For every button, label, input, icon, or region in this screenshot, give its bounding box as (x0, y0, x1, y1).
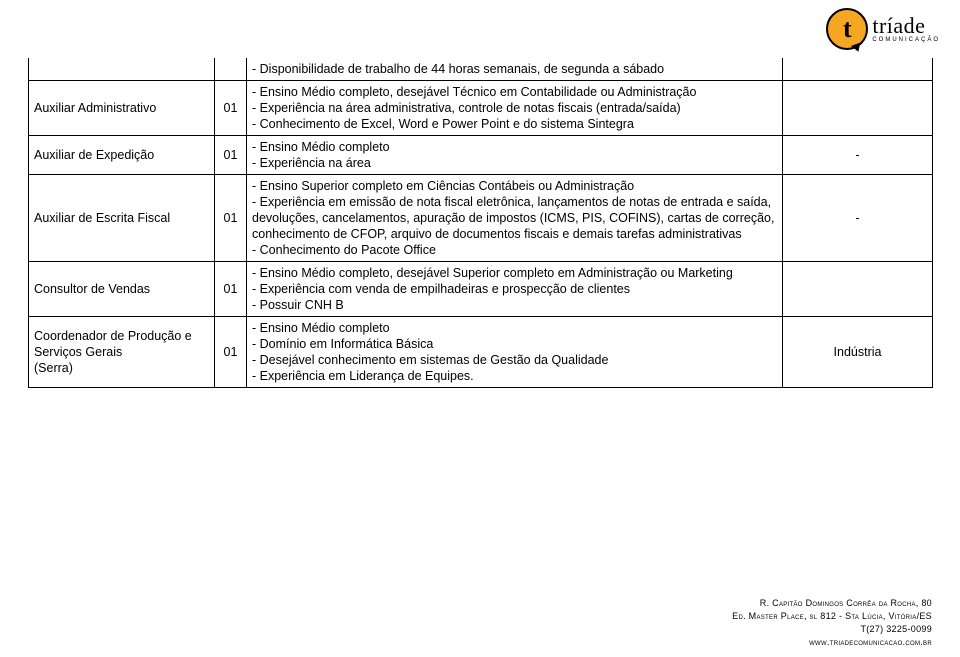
job-quantity-cell: 01 (215, 136, 247, 175)
logo-subtitle: COMUNICAÇÃO (872, 37, 940, 43)
job-table: - Disponibilidade de trabalho de 44 hora… (28, 58, 933, 388)
table-row: - Disponibilidade de trabalho de 44 hora… (29, 58, 933, 81)
table-row: Auxiliar Administrativo01- Ensino Médio … (29, 81, 933, 136)
job-quantity-cell: 01 (215, 262, 247, 317)
logo-text-block: tríade COMUNICAÇÃO (872, 15, 940, 43)
footer-address-2: Ed. Master Place, sl 812 - Sta Lúcia, Vi… (732, 610, 932, 623)
table-row: Auxiliar de Expedição01- Ensino Médio co… (29, 136, 933, 175)
job-industry-cell (783, 262, 933, 317)
job-quantity-cell: 01 (215, 317, 247, 388)
job-industry-cell (783, 58, 933, 81)
table-row: Auxiliar de Escrita Fiscal01- Ensino Sup… (29, 175, 933, 262)
job-quantity-cell: 01 (215, 175, 247, 262)
job-table-container: - Disponibilidade de trabalho de 44 hora… (28, 58, 932, 388)
job-title-cell (29, 58, 215, 81)
table-row: Coordenador de Produção e Serviços Gerai… (29, 317, 933, 388)
job-industry-cell: - (783, 175, 933, 262)
job-quantity-cell (215, 58, 247, 81)
job-industry-cell (783, 81, 933, 136)
footer-phone: T(27) 3225-0099 (732, 623, 932, 636)
job-description-cell: - Ensino Médio completo, desejável Super… (247, 262, 783, 317)
job-title-cell: Coordenador de Produção e Serviços Gerai… (29, 317, 215, 388)
job-industry-cell: Indústria (783, 317, 933, 388)
footer-address-1: R. Capitão Domingos Corrêa da Rocha, 80 (732, 597, 932, 610)
job-industry-cell: - (783, 136, 933, 175)
page-footer: R. Capitão Domingos Corrêa da Rocha, 80 … (732, 597, 932, 649)
job-description-cell: - Ensino Médio completo- Domínio em Info… (247, 317, 783, 388)
job-description-cell: - Ensino Médio completo- Experiência na … (247, 136, 783, 175)
job-title-cell: Auxiliar de Expedição (29, 136, 215, 175)
job-description-cell: - Disponibilidade de trabalho de 44 hora… (247, 58, 783, 81)
logo-bubble-icon: t (826, 8, 868, 50)
job-title-cell: Auxiliar de Escrita Fiscal (29, 175, 215, 262)
job-description-cell: - Ensino Médio completo, desejável Técni… (247, 81, 783, 136)
job-description-cell: - Ensino Superior completo em Ciências C… (247, 175, 783, 262)
logo-wordmark: tríade (872, 15, 940, 37)
table-row: Consultor de Vendas01- Ensino Médio comp… (29, 262, 933, 317)
footer-url: www.triadecomunicacao.com.br (732, 636, 932, 649)
job-quantity-cell: 01 (215, 81, 247, 136)
logo-letter: t (843, 14, 852, 44)
job-title-cell: Consultor de Vendas (29, 262, 215, 317)
brand-logo: t tríade COMUNICAÇÃO (826, 8, 940, 50)
job-title-cell: Auxiliar Administrativo (29, 81, 215, 136)
